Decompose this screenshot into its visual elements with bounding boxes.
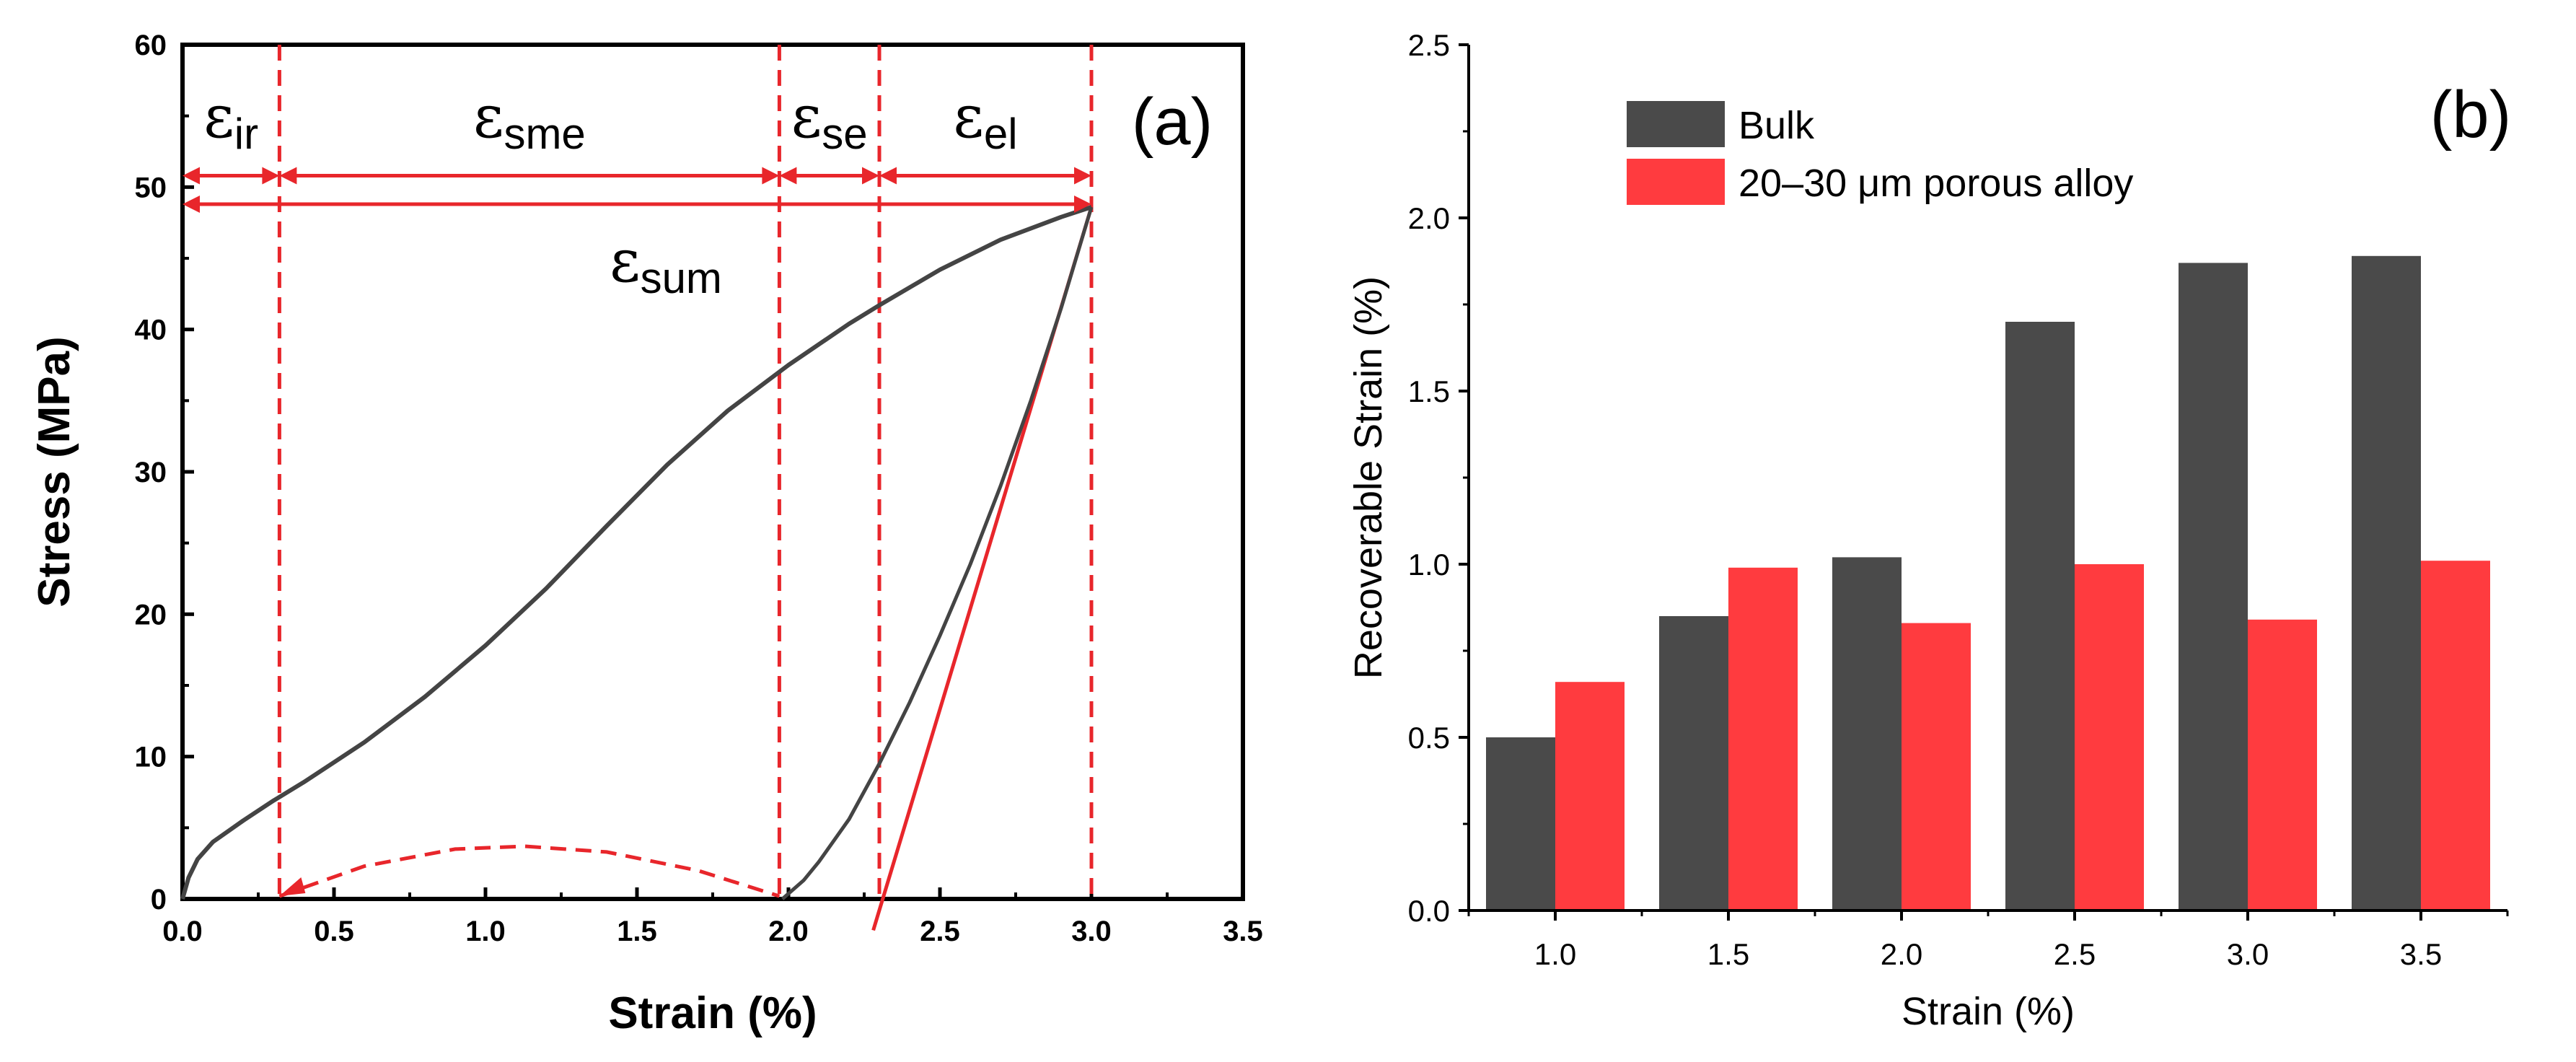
arrow-head-right: [1074, 167, 1091, 185]
x-tick-label: 3.0: [1071, 916, 1112, 947]
x-axis-title: Strain (%): [1902, 990, 2075, 1033]
segment-arrow-se: [779, 167, 879, 185]
panel-label-a: (a): [1132, 85, 1213, 159]
segment-arrow-ir: [183, 167, 280, 185]
panel-b-recoverable-strain-bar-chart: 0.0 0.5 1.0 1.5 2.0 2.5 1.0 1.5 2.0 2.5 3.0 3.5 Stra…: [1347, 28, 2511, 1033]
y-tick-label: 40: [135, 315, 167, 346]
label-epsilon-sum-subscript: sum: [641, 254, 722, 302]
label-epsilon-se-subscript: se: [822, 110, 867, 158]
y-axis-title: Stress (MPa): [30, 336, 79, 607]
y-tick-label: 0.5: [1408, 721, 1450, 755]
x-tick-label: 2.0: [768, 916, 809, 947]
legend-label: 20–30 μm porous alloy: [1738, 162, 2133, 205]
x-tick-label: 2.0: [1881, 937, 1922, 971]
arrow-head-left: [279, 167, 297, 185]
arrow-head-right: [862, 167, 879, 185]
label-epsilon-sum-symbol: ε: [610, 227, 640, 296]
arrow-head-left: [183, 196, 200, 214]
arrow-head-left: [779, 167, 797, 185]
x-tick-label: 1.0: [465, 916, 506, 947]
x-tick-label: 3.5: [2400, 937, 2442, 971]
y-tick-label: 2.5: [1408, 28, 1450, 62]
arrow-head-right: [762, 167, 780, 185]
legend-label: Bulk: [1738, 104, 1815, 147]
x-tick-label: 1.5: [617, 916, 657, 947]
x-tick-label: 3.5: [1223, 916, 1263, 947]
y-tick-label: 0.0: [1408, 894, 1450, 928]
bar-bulk: [2352, 255, 2421, 910]
label-epsilon-ir-subscript: ir: [234, 110, 258, 158]
panel-a-stress-strain-chart: 0.0 0.5 1.0 1.5 2.0 2.5 3.0 3.5 0 10 20 30 40 50 60 Str…: [30, 30, 1263, 1038]
x-tick-label: 2.5: [2054, 937, 2096, 971]
x-tick-label: 3.0: [2227, 937, 2269, 971]
x-tick-label: 1.0: [1534, 937, 1576, 971]
y-tick-label: 30: [135, 457, 167, 488]
label-epsilon-sum: εsum: [610, 227, 722, 302]
label-epsilon-sme-subscript: sme: [504, 110, 585, 158]
arrow-head-right: [1074, 196, 1091, 214]
arrow-head-left: [879, 167, 897, 185]
panel-label-b: (b): [2430, 78, 2511, 152]
x-tick-label: 0.0: [162, 916, 203, 947]
label-epsilon-se-symbol: ε: [791, 83, 822, 152]
arrow-head-right: [262, 167, 280, 185]
bar-bulk: [2005, 322, 2075, 910]
legend: Bulk 20–30 μm porous alloy: [1627, 101, 2133, 205]
y-tick-label: 60: [135, 30, 167, 61]
bar-bulk: [1486, 737, 1555, 910]
y-tick-label: 1.5: [1408, 374, 1450, 408]
bar-porous: [2248, 619, 2317, 910]
label-epsilon-ir-symbol: ε: [203, 83, 234, 152]
bar-porous: [2075, 564, 2144, 910]
bar-porous: [1728, 567, 1798, 910]
recovery-arc-arrowhead: [279, 877, 306, 897]
total-arrow-sum: [183, 196, 1091, 214]
unloading-curve: [781, 206, 1094, 900]
segment-arrow-sme: [279, 167, 780, 185]
segment-arrow-el: [879, 167, 1091, 185]
bar-bulk: [1832, 557, 1902, 910]
legend-swatch: [1627, 101, 1725, 147]
label-epsilon-ir: εir: [203, 83, 258, 158]
y-tick-label: 0: [151, 884, 167, 916]
bar-porous: [2421, 561, 2490, 910]
bar-bulk: [1659, 616, 1728, 910]
bar-bulk: [2179, 263, 2248, 910]
label-epsilon-el-symbol: ε: [953, 83, 983, 152]
loading-curve: [180, 205, 1092, 900]
y-tick-label: 50: [135, 172, 167, 203]
x-tick-label: 2.5: [920, 916, 960, 947]
label-epsilon-el: εel: [953, 83, 1017, 158]
bar-porous: [1902, 623, 1971, 910]
y-tick-label: 10: [135, 742, 167, 773]
arrow-head-left: [183, 167, 200, 185]
label-epsilon-sme: εsme: [473, 83, 586, 158]
label-epsilon-se: εse: [791, 83, 868, 158]
y-tick-label: 2.0: [1408, 201, 1450, 235]
legend-swatch: [1627, 159, 1725, 205]
label-epsilon-sme-symbol: ε: [473, 83, 504, 152]
x-tick-label: 1.5: [1707, 937, 1749, 971]
recovery-arc-dashed: [278, 844, 781, 898]
x-axis-title: Strain (%): [608, 988, 817, 1038]
y-tick-label: 20: [135, 599, 167, 631]
label-epsilon-el-subscript: el: [984, 110, 1018, 158]
y-tick-label: 1.0: [1408, 548, 1450, 582]
x-tick-label: 0.5: [314, 916, 354, 947]
y-axis-title: Recoverable Strain (%): [1347, 276, 1390, 679]
bar-porous: [1555, 682, 1625, 910]
